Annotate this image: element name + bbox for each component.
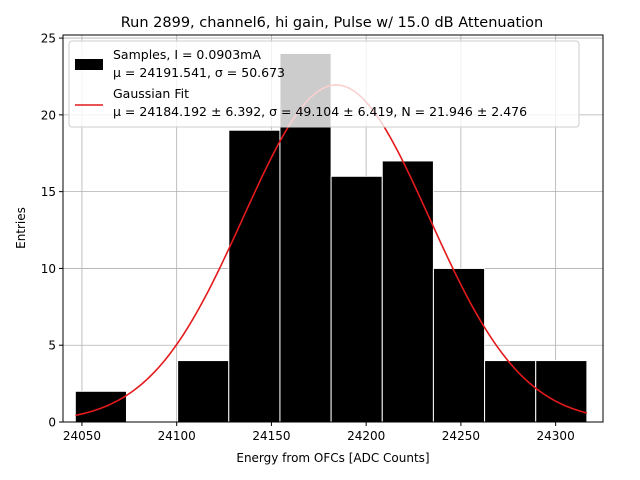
- x-tick-label: 24200: [347, 429, 385, 443]
- legend-fit-line2: μ = 24184.192 ± 6.392, σ = 49.104 ± 6.41…: [113, 104, 527, 119]
- y-tick-label: 15: [41, 185, 56, 199]
- legend-frame: [68, 40, 580, 128]
- plot-frame: [62, 34, 604, 423]
- x-tick-label: 24150: [252, 429, 290, 443]
- chart-title: Run 2899, channel6, hi gain, Pulse w/ 15…: [121, 15, 544, 31]
- histogram-bar: [177, 360, 230, 423]
- x-axis-ticks: 24050 24100 24150 24200 24250 24300: [63, 422, 575, 443]
- legend-samples-line2: μ = 24191.541, σ = 50.673: [113, 65, 285, 80]
- x-tick-label: 24100: [158, 429, 196, 443]
- y-tick-label: 0: [48, 416, 56, 430]
- y-tick-label: 25: [41, 32, 56, 46]
- histogram-bar: [535, 360, 588, 423]
- histogram-bar: [74, 390, 127, 423]
- y-tick-label: 10: [41, 262, 56, 276]
- x-tick-label: 24250: [442, 429, 480, 443]
- x-tick-label: 24050: [63, 429, 101, 443]
- legend-samples-swatch: [75, 59, 103, 70]
- histogram-bar: [484, 360, 537, 423]
- x-tick-label: 24300: [537, 429, 575, 443]
- legend-fit-line1: Gaussian Fit: [113, 86, 189, 101]
- histogram-bar: [330, 175, 383, 423]
- histogram-bar: [228, 129, 281, 423]
- x-axis-label: Energy from OFCs [ADC Counts]: [236, 451, 429, 465]
- legend-samples-line1: Samples, I = 0.0903mA: [113, 47, 261, 62]
- histogram-bars: [74, 52, 588, 423]
- legend: Samples, I = 0.0903mA μ = 24191.541, σ =…: [68, 40, 580, 128]
- histogram-bar: [381, 160, 434, 423]
- y-tick-label: 20: [41, 108, 56, 122]
- histogram-bar: [432, 267, 486, 423]
- y-axis-label: Entries: [14, 207, 28, 249]
- y-axis-ticks: 0 5 10 15 20 25: [41, 32, 63, 430]
- y-tick-label: 5: [48, 339, 56, 353]
